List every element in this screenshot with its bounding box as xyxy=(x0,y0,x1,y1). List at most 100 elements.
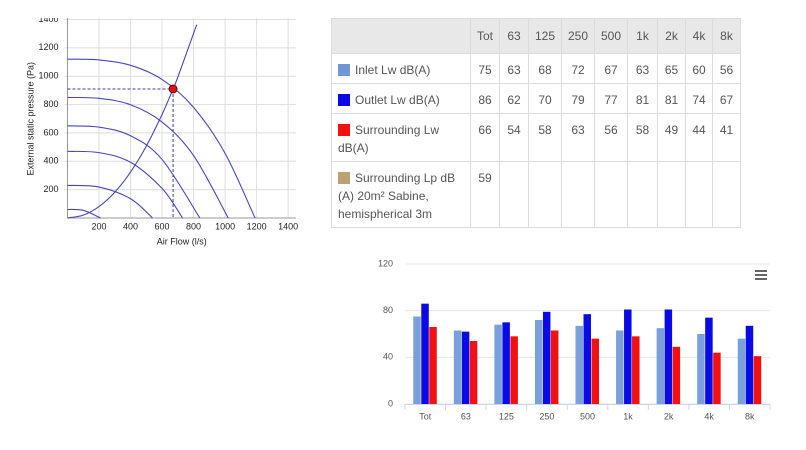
row-label: Outlet Lw dB(A) xyxy=(355,93,440,107)
y-tick-label: 600 xyxy=(43,127,58,137)
x-tick-label: 600 xyxy=(155,221,170,231)
row-label-cell: Surrounding Lp dB (A) 20m² Sabine, hemis… xyxy=(331,161,471,228)
bar xyxy=(550,330,559,404)
value-cell: 77 xyxy=(594,83,628,114)
bar xyxy=(713,352,721,404)
header-cell: 500 xyxy=(594,18,628,54)
bar xyxy=(616,330,624,404)
value-cell: 63 xyxy=(499,53,529,84)
value-cell: 41 xyxy=(712,113,741,162)
value-cell: 63 xyxy=(627,53,658,84)
curve xyxy=(67,24,198,219)
value-cell: 65 xyxy=(657,53,686,84)
bar xyxy=(583,314,591,404)
bar xyxy=(494,324,502,404)
y-tick-label: 80 xyxy=(383,305,393,315)
value-cell: 74 xyxy=(685,83,713,114)
curve xyxy=(67,208,101,219)
fan-chart: 200 400 600 800 1000 1200 1400 200 400 600 800 1000… xyxy=(25,18,298,246)
value-cell: 62 xyxy=(499,83,529,114)
menu-button[interactable] xyxy=(753,268,769,282)
value-cell: 49 xyxy=(657,113,686,162)
curve xyxy=(67,150,183,219)
color-swatch xyxy=(338,64,350,76)
bar xyxy=(429,327,437,404)
value-cell: 72 xyxy=(561,53,595,84)
value-cell: 67 xyxy=(594,53,628,84)
y-tick-label: 40 xyxy=(383,352,393,362)
bar xyxy=(453,330,462,404)
value-cell: 81 xyxy=(627,83,658,114)
row-label-cell: Outlet Lw dB(A) xyxy=(331,83,471,114)
value-cell: 66 xyxy=(470,113,500,162)
header-cell: 8k xyxy=(712,18,741,54)
value-cell: 63 xyxy=(561,113,595,162)
x-tick-label: 4k xyxy=(704,411,714,421)
value-cell xyxy=(685,161,713,228)
value-cell xyxy=(528,161,562,228)
value-cell: 79 xyxy=(561,83,595,114)
x-tick-label: 1k xyxy=(623,411,633,421)
value-cell: 56 xyxy=(594,113,628,162)
y-tick-label: 120 xyxy=(378,258,393,268)
value-cell: 58 xyxy=(627,113,658,162)
row-label-cell: Surrounding Lw dB(A) xyxy=(331,113,471,162)
value-cell: 68 xyxy=(528,53,562,84)
table-body: Inlet Lw dB(A) 75 63 68 72 67 63 65 60 56 Outlet L… xyxy=(331,53,741,228)
value-cell: 86 xyxy=(470,83,500,114)
header-cell: 63 xyxy=(499,18,529,54)
header-cell: 2k xyxy=(657,18,686,54)
bar xyxy=(632,336,640,404)
value-cell: 81 xyxy=(657,83,686,114)
header-row: Tot 63 125 250 500 1k 2k 4k 8k xyxy=(331,18,741,54)
header-cell: 125 xyxy=(528,18,562,54)
value-cell xyxy=(561,161,595,228)
color-swatch xyxy=(338,172,350,184)
bar xyxy=(705,317,713,404)
value-cell: 56 xyxy=(712,53,741,84)
table-row: Surrounding Lw dB(A) 66 54 58 63 56 58 49 44 41 xyxy=(331,113,741,162)
x-tick-label: 200 xyxy=(92,221,107,231)
noise-table: Tot 63 125 250 500 1k 2k 4k 8k Inlet Lw dB(A) 75 6… xyxy=(331,18,741,228)
table-row: Inlet Lw dB(A) 75 63 68 72 67 63 65 60 56 xyxy=(331,53,741,84)
operating-point xyxy=(168,84,178,94)
y-tick-label: 1000 xyxy=(38,71,58,81)
x-tick-label: 1000 xyxy=(215,221,235,231)
value-cell: 59 xyxy=(470,161,500,228)
x-tick-label: 125 xyxy=(499,411,514,421)
bar xyxy=(672,346,681,404)
table-row: Outlet Lw dB(A) 86 62 70 79 77 81 81 74 67 xyxy=(331,83,741,114)
curve xyxy=(67,125,201,219)
x-tick-label: 1200 xyxy=(247,221,267,231)
bar xyxy=(697,334,705,404)
row-label: Surrounding Lw dB(A) xyxy=(338,123,440,155)
y-axis-title: External static pressure (Pa) xyxy=(25,62,35,176)
row-label: Inlet Lw dB(A) xyxy=(355,63,431,77)
color-swatch xyxy=(338,94,350,106)
x-axis-title: Air Flow (l/s) xyxy=(157,236,207,246)
value-cell: 44 xyxy=(685,113,713,162)
curve xyxy=(67,96,229,219)
value-cell: 70 xyxy=(528,83,562,114)
row-label: Surrounding Lp dB (A) 20m² Sabine, hemis… xyxy=(338,171,456,221)
color-swatch xyxy=(338,124,350,136)
y-tick-label: 200 xyxy=(43,184,58,194)
bar xyxy=(421,303,429,404)
bar xyxy=(542,311,551,404)
x-tick-label: 250 xyxy=(539,411,554,421)
curve xyxy=(67,58,256,219)
bar xyxy=(656,328,665,404)
bar xyxy=(575,325,583,404)
y-tick-label: 800 xyxy=(43,99,58,109)
bar xyxy=(510,336,518,404)
y-tick-label: 1200 xyxy=(38,42,58,52)
bar xyxy=(469,341,478,404)
value-cell xyxy=(499,161,529,228)
x-tick-label: 500 xyxy=(580,411,595,421)
header-cell xyxy=(331,18,471,54)
bar xyxy=(502,322,510,404)
bar xyxy=(745,325,754,404)
table-row: Surrounding Lp dB (A) 20m² Sabine, hemis… xyxy=(331,161,741,228)
header-cell: 4k xyxy=(685,18,713,54)
